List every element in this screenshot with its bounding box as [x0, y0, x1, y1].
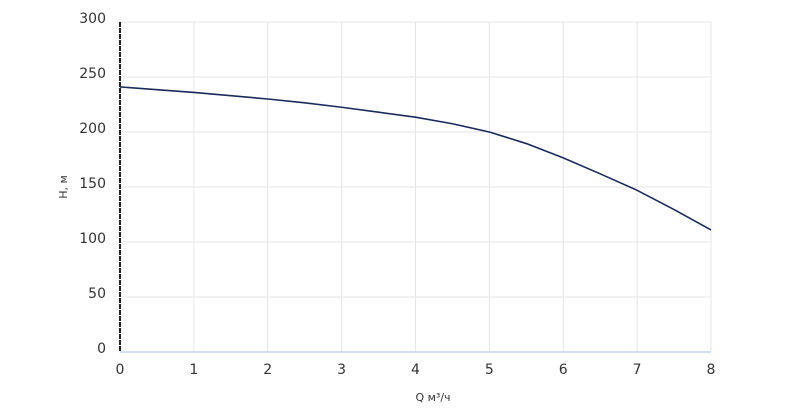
x-tick-label: 4 — [411, 362, 420, 378]
x-tick-label: 7 — [633, 362, 642, 378]
line-series — [119, 86, 712, 231]
x-tick-label: 0 — [116, 362, 125, 378]
x-tick-label: 1 — [189, 362, 198, 378]
x-tick-label: 3 — [337, 362, 346, 378]
x-tick-label: 2 — [263, 362, 272, 378]
y-tick-label: 0 — [97, 341, 106, 357]
y-tick-label: 50 — [88, 286, 106, 302]
y-tick-label: 250 — [79, 66, 106, 82]
x-axis-label: Q м³/ч — [415, 391, 450, 404]
x-tick-label: 8 — [707, 362, 716, 378]
x-tick-label: 6 — [559, 362, 568, 378]
x-tick-label: 5 — [485, 362, 494, 378]
y-axis-label: H, м — [57, 175, 70, 199]
y-tick-label: 200 — [79, 121, 106, 137]
y-tick-label: 100 — [79, 231, 106, 247]
y-tick-label: 300 — [79, 11, 106, 27]
y-tick-label: 150 — [79, 176, 106, 192]
